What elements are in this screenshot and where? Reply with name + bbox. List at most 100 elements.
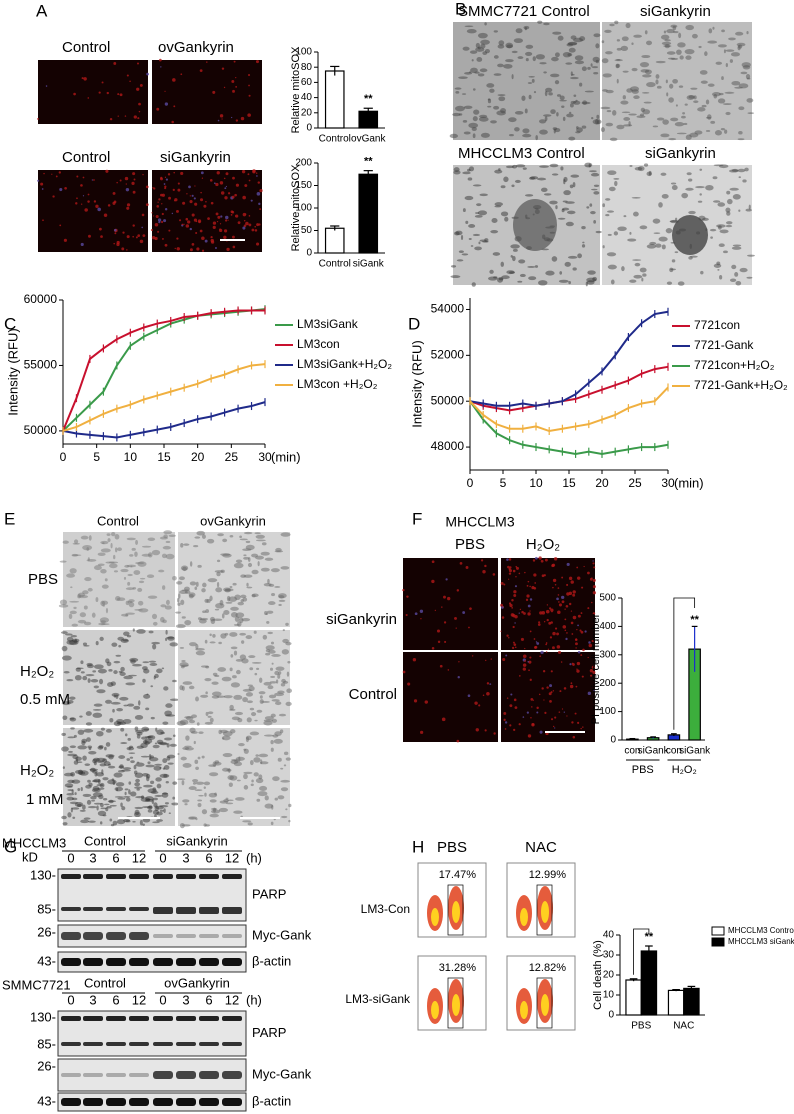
cell-dot (592, 562, 595, 565)
cell-dot (119, 93, 123, 97)
texture (479, 68, 488, 73)
texture (177, 752, 180, 756)
texture (111, 531, 116, 537)
texture (271, 662, 274, 665)
texture (61, 701, 71, 706)
band (199, 934, 219, 938)
texture (172, 781, 178, 785)
texture (67, 753, 78, 757)
texture (245, 540, 251, 544)
texture (203, 786, 206, 789)
texture (278, 713, 287, 717)
fluorescence-image (501, 652, 595, 742)
cell-dot (587, 656, 589, 659)
y-tick-label: 40 (301, 92, 313, 103)
texture (93, 685, 100, 689)
cell-dot (519, 675, 521, 677)
texture (243, 785, 249, 790)
texture (231, 759, 239, 761)
texture (285, 622, 289, 626)
cell-dot (124, 176, 129, 181)
texture (503, 63, 513, 69)
texture (258, 691, 266, 695)
cell-dot (174, 247, 176, 250)
texture (77, 788, 81, 792)
label: Myc-Gank (252, 927, 312, 942)
texture (229, 667, 233, 672)
cell-dot (255, 172, 258, 174)
texture (670, 117, 679, 122)
texture (88, 747, 92, 751)
texture (746, 276, 753, 279)
x-tick-label: 0 (60, 450, 67, 464)
cell-dot (191, 194, 194, 197)
texture (101, 769, 104, 775)
texture (124, 788, 129, 791)
texture (479, 193, 488, 197)
texture (81, 738, 88, 744)
texture (593, 219, 597, 224)
texture (555, 205, 558, 210)
cell-dot (206, 61, 208, 63)
texture (539, 165, 549, 168)
texture (269, 681, 277, 684)
texture (278, 671, 282, 675)
texture (525, 51, 533, 56)
texture (105, 728, 112, 733)
cell-dot (80, 242, 84, 247)
texture (454, 105, 465, 112)
texture (117, 547, 122, 552)
significance: ** (364, 156, 373, 168)
texture (120, 568, 129, 573)
cell-dot (548, 621, 552, 625)
cell-dot (177, 182, 180, 185)
cell-dot (193, 218, 198, 222)
cell-dot (207, 217, 210, 221)
texture (251, 712, 257, 717)
texture (93, 565, 102, 571)
cell-dot (64, 186, 67, 190)
texture (497, 44, 505, 49)
texture (181, 780, 185, 786)
texture (117, 721, 127, 725)
cell-dot (512, 613, 516, 618)
texture (621, 266, 625, 272)
cell-dot (97, 207, 101, 212)
texture (138, 608, 149, 613)
cell-dot (256, 223, 260, 227)
band (61, 958, 81, 966)
texture (239, 654, 247, 660)
texture (203, 781, 211, 786)
label: ovGankyrin (200, 513, 266, 528)
texture (738, 106, 745, 111)
texture (669, 83, 674, 89)
texture (209, 595, 213, 602)
texture (486, 83, 495, 88)
texture (214, 792, 217, 796)
texture (138, 580, 145, 584)
cell-dot (245, 221, 249, 226)
cell-dot (136, 62, 140, 65)
cell-dot (534, 582, 537, 584)
y-tick-label: 300 (599, 649, 616, 660)
texture (156, 811, 163, 816)
texture (136, 788, 140, 791)
texture (130, 565, 133, 568)
x-tick-label: 10 (529, 476, 543, 490)
texture (569, 184, 574, 189)
cell-dot (160, 176, 163, 180)
texture (123, 818, 130, 823)
texture (602, 73, 612, 78)
texture (677, 42, 686, 48)
texture (452, 112, 461, 117)
texture (454, 231, 460, 236)
texture (123, 704, 129, 707)
texture (522, 128, 530, 134)
cell-dot (216, 171, 220, 175)
cell-dot (37, 179, 40, 182)
texture (166, 636, 175, 639)
cell-dot (141, 213, 145, 217)
texture (67, 785, 73, 788)
texture (616, 78, 619, 84)
texture (129, 554, 134, 557)
